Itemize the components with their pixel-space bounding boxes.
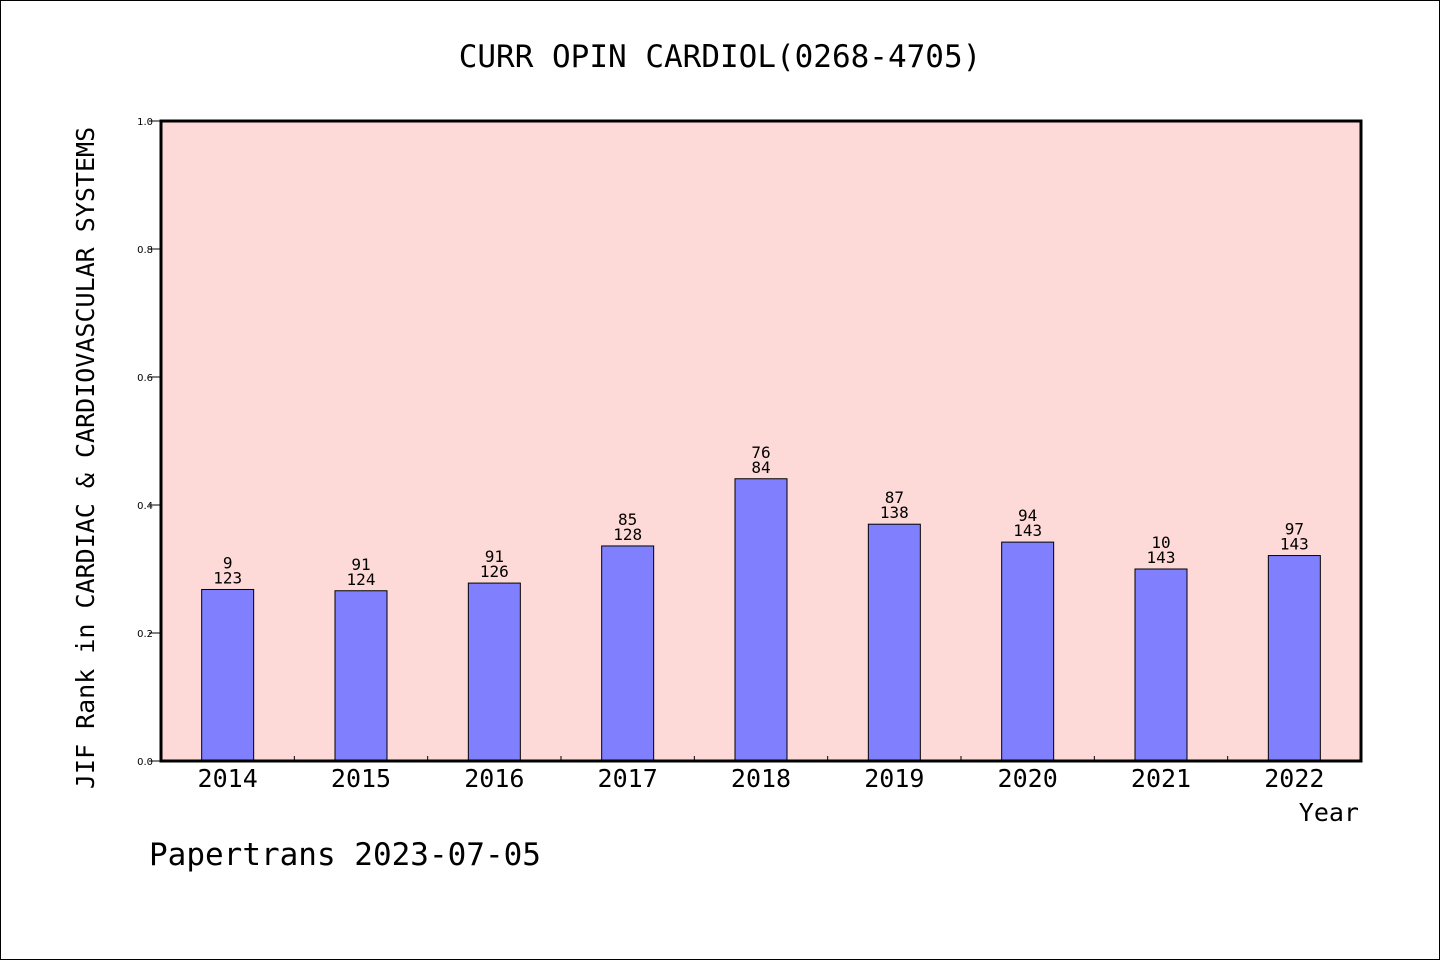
x-tick-2018: 2018 bbox=[731, 764, 791, 793]
y-tick-0-0: 0.0 bbox=[137, 757, 153, 768]
plot-layer: 9123201491124201591126201685128201776842… bbox=[137, 117, 1363, 793]
bar-label-top-2015: 91 bbox=[351, 555, 370, 574]
bar-label-bottom-2015: 124 bbox=[347, 570, 376, 589]
bar-label-bottom-2020: 143 bbox=[1013, 521, 1042, 540]
bar-2021 bbox=[1134, 568, 1188, 762]
x-tick-2016: 2016 bbox=[464, 764, 524, 793]
y-tick-0-8: 0.8 bbox=[137, 245, 153, 256]
y-tick-0-6: 0.6 bbox=[137, 373, 153, 384]
bar-2015 bbox=[334, 590, 388, 762]
bar-2018 bbox=[734, 478, 788, 762]
bar-label-top-2018: 76 bbox=[751, 443, 770, 462]
x-tick-2015: 2015 bbox=[331, 764, 391, 793]
bar-label-top-2019: 87 bbox=[885, 488, 904, 507]
x-tick-2022: 2022 bbox=[1264, 764, 1324, 793]
y-tick-0-4: 0.4 bbox=[137, 501, 153, 512]
bar-2016 bbox=[467, 582, 521, 762]
x-axis-label: Year bbox=[1299, 798, 1359, 827]
x-tick-2019: 2019 bbox=[864, 764, 924, 793]
plot-frame bbox=[159, 119, 1363, 763]
bar-label-bottom-2014: 123 bbox=[213, 568, 242, 587]
bar-2014 bbox=[201, 588, 255, 762]
x-tick-2021: 2021 bbox=[1131, 764, 1191, 793]
bar-2019 bbox=[867, 523, 921, 762]
bar-label-bottom-2016: 126 bbox=[480, 562, 509, 581]
x-tick-2020: 2020 bbox=[998, 764, 1058, 793]
bar-label-top-2017: 85 bbox=[618, 510, 637, 529]
bar-2020 bbox=[1001, 541, 1055, 762]
bar-label-bottom-2018: 84 bbox=[751, 458, 770, 477]
bar-2022 bbox=[1267, 555, 1321, 762]
x-tick-2017: 2017 bbox=[598, 764, 658, 793]
bar-label-top-2022: 97 bbox=[1285, 520, 1304, 539]
bar-label-bottom-2017: 128 bbox=[613, 525, 642, 544]
footer-credit: Papertrans 2023-07-05 bbox=[149, 837, 541, 873]
bar-label-bottom-2022: 143 bbox=[1280, 535, 1309, 554]
bar-label-bottom-2019: 138 bbox=[880, 503, 909, 522]
y-tick-1-0: 1.0 bbox=[137, 117, 153, 128]
bar-label-top-2020: 94 bbox=[1018, 506, 1037, 525]
y-axis-label: JIF Rank in CARDIAC & CARDIOVASCULAR SYS… bbox=[71, 127, 100, 789]
bar-label-top-2021: 10 bbox=[1151, 533, 1170, 552]
x-tick-2014: 2014 bbox=[198, 764, 258, 793]
chart-title: CURR OPIN CARDIOL(0268-4705) bbox=[459, 39, 982, 75]
y-tick-0-2: 0.2 bbox=[137, 629, 153, 640]
bar-label-top-2016: 91 bbox=[485, 547, 504, 566]
bar-2017 bbox=[601, 545, 655, 762]
bar-label-top-2014: 9 bbox=[223, 553, 233, 572]
bar-label-bottom-2021: 143 bbox=[1147, 548, 1176, 567]
